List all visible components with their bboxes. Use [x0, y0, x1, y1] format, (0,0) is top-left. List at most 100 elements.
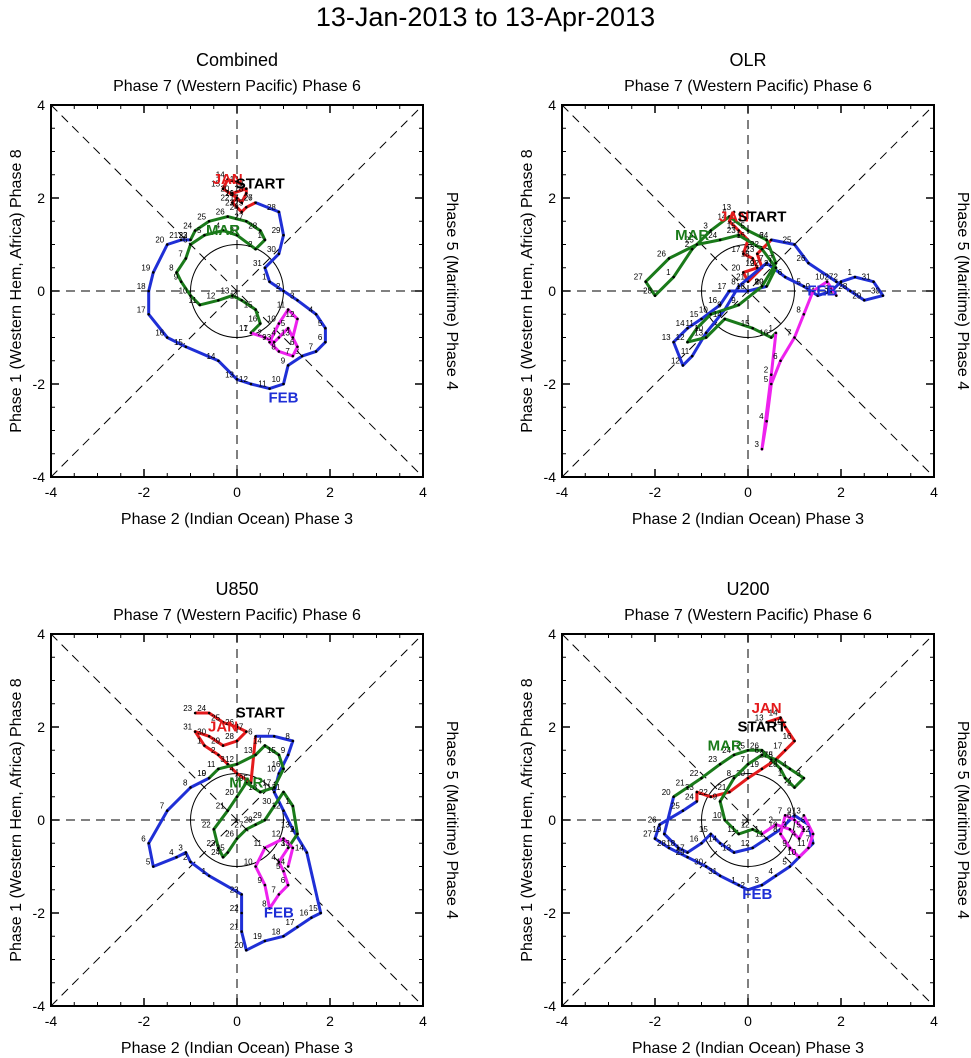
day-point	[277, 893, 281, 896]
day-label: 6	[281, 876, 286, 885]
day-point	[751, 257, 754, 260]
day-label: 20	[736, 769, 745, 778]
y-tick-label: 4	[37, 626, 45, 642]
day-point	[240, 201, 243, 204]
day-label: 12	[286, 310, 295, 319]
day-label: 10	[694, 324, 703, 333]
y-tick-label: 0	[37, 283, 45, 299]
day-label: 25	[783, 236, 792, 245]
day-point	[282, 289, 285, 293]
day-point	[765, 238, 768, 242]
start-label: START	[236, 705, 285, 722]
day-point	[760, 753, 764, 757]
day-label: 4	[230, 765, 235, 774]
day-point	[268, 907, 271, 910]
day-label: 23	[745, 245, 754, 254]
day-point	[282, 767, 285, 771]
day-point	[765, 285, 768, 288]
day-label: 2	[764, 366, 769, 375]
day-point	[686, 786, 689, 789]
day-point	[231, 294, 234, 297]
day-point	[732, 210, 736, 214]
day-label: 17	[262, 778, 271, 787]
day-point	[802, 776, 806, 780]
day-label: 7	[178, 249, 183, 258]
day-label: 15	[309, 904, 318, 913]
day-point	[249, 382, 253, 386]
day-label: 9	[787, 806, 792, 815]
day-point	[240, 299, 243, 302]
day-point	[231, 192, 234, 195]
day-point	[282, 837, 285, 840]
day-label: 8	[801, 816, 806, 825]
day-point	[653, 294, 657, 297]
day-label: 19	[652, 825, 661, 834]
y-tick-label: 2	[37, 190, 45, 206]
day-point	[291, 804, 295, 808]
day-point	[221, 229, 225, 232]
day-point	[881, 294, 885, 297]
day-point	[291, 828, 295, 831]
day-point	[769, 758, 773, 761]
day-point	[296, 832, 299, 836]
day-point	[686, 340, 689, 344]
day-point	[732, 851, 736, 854]
day-label: 12	[741, 820, 750, 829]
day-label: 16	[248, 315, 257, 324]
left-axis-label: Phase 1 (Western Hem, Africa) Phase 8	[519, 678, 536, 961]
month-label-feb: FEB	[742, 886, 772, 903]
day-label: 8	[796, 305, 801, 314]
day-point	[760, 767, 764, 771]
day-label: 5	[243, 774, 248, 783]
month-label-mar: MAR	[229, 774, 263, 791]
day-point	[746, 748, 750, 752]
day-point	[718, 800, 722, 803]
day-point	[816, 294, 820, 297]
day-label: 22	[699, 788, 708, 797]
left-axis-label: Phase 1 (Western Hem, Africa) Phase 8	[8, 678, 25, 961]
day-point	[263, 846, 267, 850]
day-point	[165, 336, 169, 339]
day-point	[811, 841, 815, 845]
day-label: 8	[183, 778, 188, 787]
day-point	[709, 229, 713, 232]
day-label: 16	[272, 760, 281, 769]
day-point	[788, 846, 792, 850]
x-tick-label: -2	[649, 1013, 662, 1029]
day-label: 3	[230, 226, 235, 235]
day-label: 25	[234, 198, 243, 207]
day-point	[254, 247, 257, 251]
day-point	[704, 865, 708, 868]
day-point	[147, 289, 150, 293]
day-point	[718, 303, 722, 307]
day-label: 17	[773, 741, 782, 750]
day-point	[291, 739, 295, 743]
day-point	[723, 818, 727, 822]
day-point	[737, 303, 740, 307]
day-label: 17	[717, 282, 726, 291]
day-label: 19	[253, 932, 262, 941]
y-tick-label: -4	[33, 998, 46, 1014]
day-label: 13	[755, 713, 764, 722]
day-label: 16	[783, 732, 792, 741]
day-label: 5	[146, 858, 151, 867]
day-point	[235, 795, 239, 799]
day-point	[286, 364, 290, 367]
day-point	[282, 382, 285, 386]
day-point	[658, 823, 661, 826]
day-point	[774, 874, 778, 878]
day-point	[723, 317, 727, 321]
day-label: 28	[838, 282, 847, 291]
day-label: 28	[657, 839, 666, 848]
day-label: 12	[239, 375, 248, 384]
x-tick-label: 2	[326, 1013, 334, 1029]
x-tick-label: 4	[930, 1013, 938, 1029]
day-point	[282, 869, 285, 873]
day-point	[728, 215, 731, 218]
day-label: 15	[741, 319, 750, 328]
month-label-jan: JAN	[208, 719, 238, 736]
day-label: 31	[862, 273, 871, 282]
day-label: 13	[281, 839, 290, 848]
day-point	[676, 846, 680, 850]
